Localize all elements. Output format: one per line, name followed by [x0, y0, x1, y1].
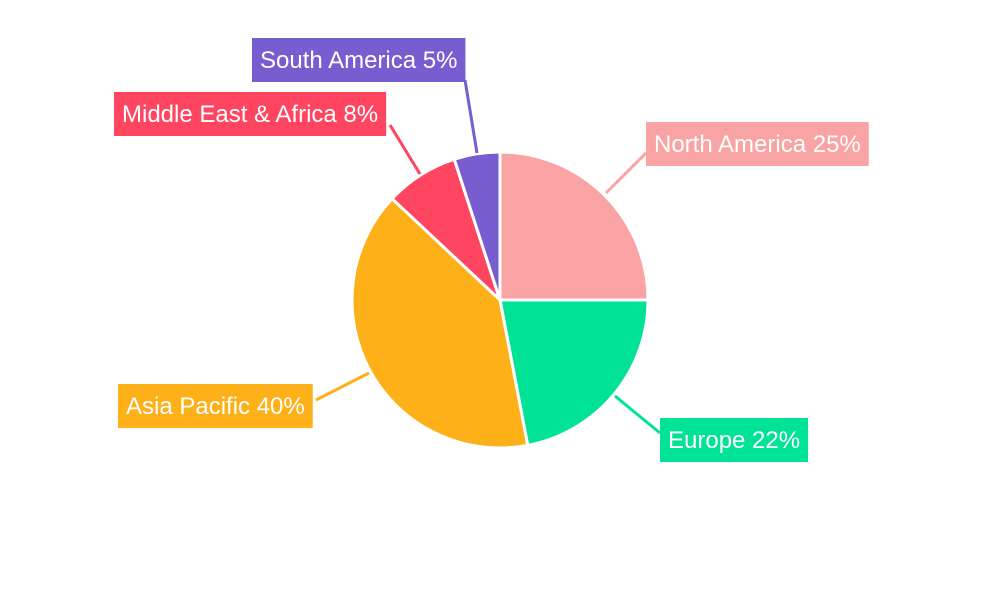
pie-slice-asia-pacific[interactable] [350, 196, 530, 450]
slice-label: North America 25% [646, 122, 869, 166]
label-text: Europe 22% [668, 427, 800, 454]
leader-line [604, 151, 648, 195]
label-box [118, 384, 313, 428]
label-text: Middle East & Africa 8% [122, 101, 378, 128]
leader-line [315, 371, 370, 402]
slice-label: Asia Pacific 40% [118, 384, 313, 428]
leader-line [463, 79, 479, 154]
slices [350, 150, 650, 450]
label-box [114, 92, 387, 136]
slice-label: Middle East & Africa 8% [114, 92, 387, 136]
label-box [646, 122, 869, 166]
leader-line [388, 124, 422, 175]
label-text: Asia Pacific 40% [126, 393, 305, 420]
label-text: North America 25% [654, 131, 861, 158]
labels: North America 25% Europe 22% Asia Pacific … [114, 38, 869, 462]
pie-slice-south-america[interactable] [452, 150, 502, 301]
label-box [660, 418, 809, 462]
slice-label: Europe 22% [660, 418, 809, 462]
pie-slice-north-america[interactable] [498, 150, 650, 302]
label-text: South America 5% [260, 47, 457, 74]
leader-line [614, 394, 661, 435]
slice-label: South America 5% [252, 38, 466, 82]
pie-slice-europe[interactable] [498, 298, 650, 448]
label-box [252, 38, 466, 82]
